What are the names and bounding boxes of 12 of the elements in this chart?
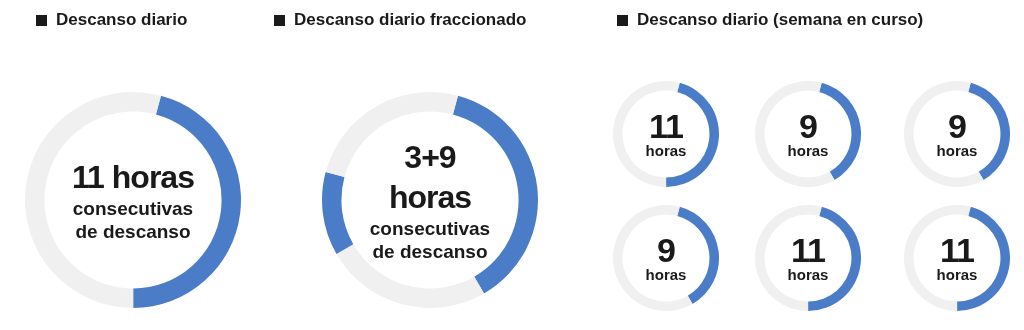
text: consecutivas de descanso xyxy=(71,197,195,243)
donut-slice xyxy=(322,172,354,254)
text: Descanso diario (semana en curso) xyxy=(637,10,924,30)
chart-title: Descanso diario fraccionado xyxy=(294,10,527,30)
text: consecutivas de descanso xyxy=(368,217,492,263)
donut-slice xyxy=(325,92,458,178)
text: 11 horas xyxy=(72,158,194,197)
donut-slice xyxy=(904,81,984,187)
donut-slice xyxy=(755,81,835,187)
donut-slice xyxy=(613,205,693,311)
text: 3+9 horas xyxy=(387,138,473,217)
chart-title: Descanso diario xyxy=(56,10,188,30)
